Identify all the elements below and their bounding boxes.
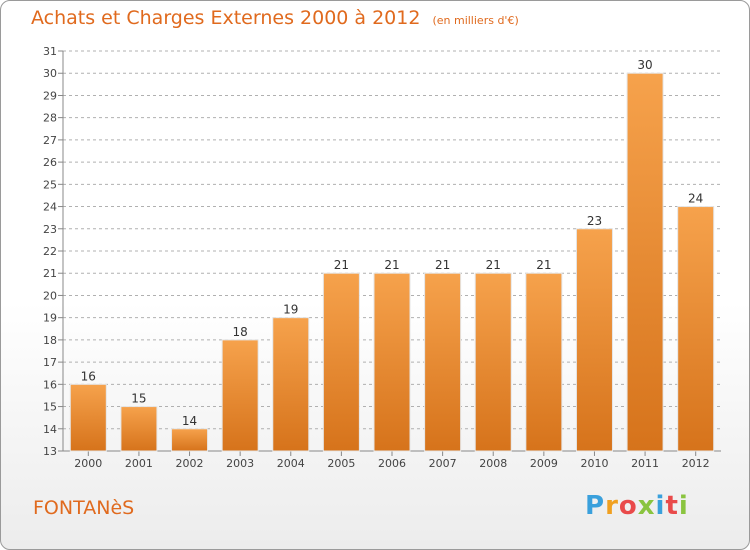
y-tick-label: 26 — [43, 156, 57, 169]
x-tick-label-2010: 2010 — [580, 457, 608, 470]
x-tick-label-2008: 2008 — [479, 457, 507, 470]
value-label-2008: 21 — [486, 258, 501, 272]
brand-letter: t — [665, 491, 678, 521]
value-label-2010: 23 — [587, 214, 602, 228]
y-tick-label: 24 — [43, 201, 57, 214]
bar-2011 — [627, 73, 663, 451]
brand-letter: x — [638, 491, 656, 521]
value-label-2003: 18 — [233, 325, 248, 339]
y-tick-label: 25 — [43, 178, 57, 191]
brand-letter: r — [605, 491, 619, 521]
x-tick-label-2012: 2012 — [682, 457, 710, 470]
x-tick-label-2009: 2009 — [530, 457, 558, 470]
brand-letter: o — [619, 491, 638, 521]
y-tick-label: 13 — [43, 445, 57, 458]
value-label-2004: 19 — [283, 303, 298, 317]
bar-2006 — [374, 273, 410, 451]
value-label-2005: 21 — [334, 258, 349, 272]
x-tick-label-2003: 2003 — [226, 457, 254, 470]
bar-2005 — [323, 273, 359, 451]
x-tick-label-2007: 2007 — [429, 457, 457, 470]
bar-2000 — [70, 384, 106, 451]
brand-letter: i — [656, 491, 666, 521]
bar-2012 — [678, 207, 714, 451]
x-tick-label-2005: 2005 — [327, 457, 355, 470]
bar-2010 — [576, 229, 612, 451]
value-label-2001: 15 — [131, 392, 146, 406]
y-tick-label: 21 — [43, 267, 57, 280]
x-tick-label-2004: 2004 — [277, 457, 305, 470]
x-tick-label-2001: 2001 — [125, 457, 153, 470]
y-tick-label: 14 — [43, 423, 57, 436]
y-tick-label: 29 — [43, 89, 57, 102]
y-tick-label: 20 — [43, 289, 57, 302]
y-tick-label: 31 — [43, 45, 57, 58]
value-label-2006: 21 — [384, 258, 399, 272]
x-tick-label-2011: 2011 — [631, 457, 659, 470]
y-tick-label: 27 — [43, 134, 57, 147]
brand-letter: i — [679, 491, 689, 521]
y-tick-label: 19 — [43, 312, 57, 325]
bar-2002 — [172, 429, 208, 451]
value-label-2011: 30 — [637, 58, 652, 72]
x-tick-label-2002: 2002 — [176, 457, 204, 470]
bar-chart: 13 14 15 16 17 18 19 20 21 22 23 24 25 26 27 28 29 30 31 20… — [1, 1, 750, 550]
bar-2001 — [121, 407, 157, 451]
value-label-2012: 24 — [688, 192, 703, 206]
bar-2008 — [475, 273, 511, 451]
chart-frame: Achats et Charges Externes 2000 à 2012 (e… — [0, 0, 750, 550]
y-tick-label: 28 — [43, 112, 57, 125]
value-label-2000: 16 — [81, 369, 96, 383]
bar-2004 — [273, 318, 309, 451]
y-tick-label: 22 — [43, 245, 57, 258]
y-tick-label: 23 — [43, 223, 57, 236]
bar-2007 — [425, 273, 461, 451]
bar-2009 — [526, 273, 562, 451]
commune-name: FONTANèS — [33, 497, 134, 519]
value-label-2009: 21 — [536, 258, 551, 272]
y-tick-label: 17 — [43, 356, 57, 369]
y-tick-label: 15 — [43, 401, 57, 414]
value-label-2007: 21 — [435, 258, 450, 272]
y-tick-label: 16 — [43, 378, 57, 391]
x-tick-label-2006: 2006 — [378, 457, 406, 470]
y-tick-label: 30 — [43, 67, 57, 80]
brand-letter: P — [585, 491, 605, 521]
bar-2003 — [222, 340, 258, 451]
proxiti-logo: Proxiti — [585, 491, 689, 521]
value-label-2002: 14 — [182, 414, 197, 428]
y-tick-label: 18 — [43, 334, 57, 347]
x-tick-label-2000: 2000 — [74, 457, 102, 470]
